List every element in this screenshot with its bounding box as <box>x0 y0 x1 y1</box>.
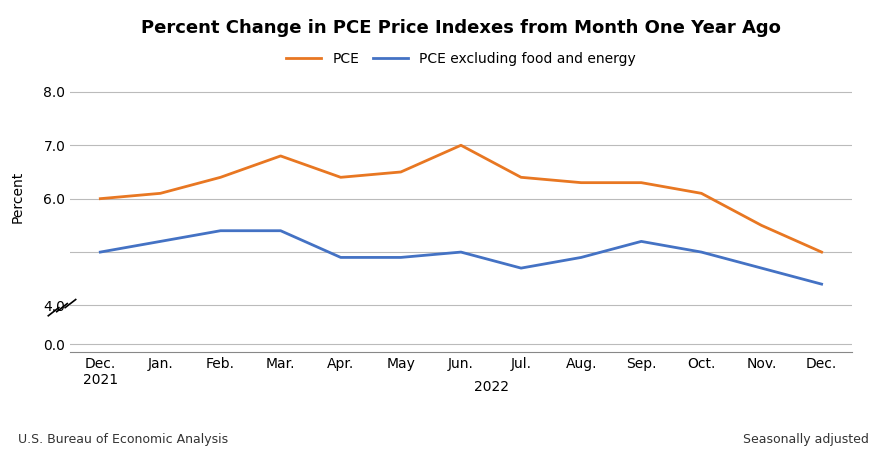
Title: Percent Change in PCE Price Indexes from Month One Year Ago: Percent Change in PCE Price Indexes from… <box>141 18 780 37</box>
Text: Percent: Percent <box>11 171 25 223</box>
Text: U.S. Bureau of Economic Analysis: U.S. Bureau of Economic Analysis <box>18 433 227 446</box>
Legend: PCE, PCE excluding food and energy: PCE, PCE excluding food and energy <box>281 46 640 71</box>
Text: 2022: 2022 <box>473 380 508 394</box>
Text: Seasonally adjusted: Seasonally adjusted <box>743 433 868 446</box>
